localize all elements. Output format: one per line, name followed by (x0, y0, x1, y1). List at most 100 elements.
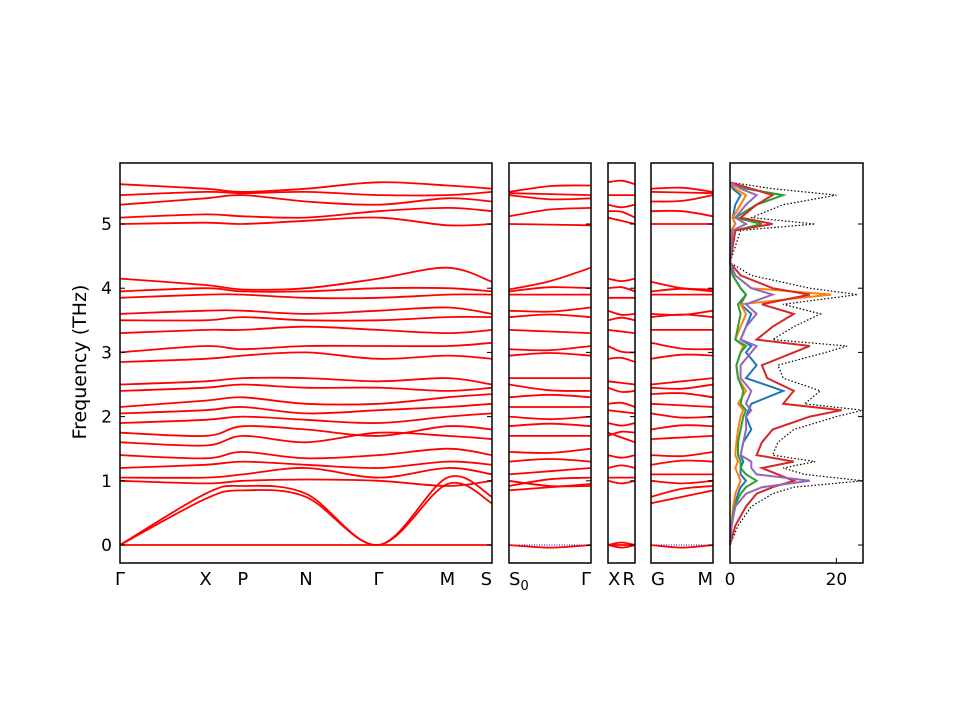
band-line (650, 435, 714, 440)
band-line (650, 186, 714, 193)
kpoint-label: X (199, 569, 211, 590)
y-axis-label: Frequency (THz) (69, 285, 91, 440)
dos-projected-line-0 (728, 181, 787, 546)
band-line (119, 341, 493, 354)
band-line (607, 203, 636, 209)
band-line (607, 345, 636, 354)
band-line (607, 179, 636, 186)
y-tick-label: 1 (101, 472, 112, 492)
band-line (508, 352, 592, 357)
band-line (650, 392, 714, 399)
band-line (119, 478, 493, 487)
band-line (607, 210, 636, 219)
band-line (119, 325, 493, 335)
kpoint-label: P (237, 569, 248, 590)
band-line (508, 544, 592, 549)
band-line (508, 286, 592, 293)
band-line (119, 190, 493, 197)
band-line (508, 393, 592, 399)
band-line (650, 309, 714, 316)
band-line (650, 544, 714, 549)
y-tick-label: 2 (101, 408, 112, 428)
band-line (607, 454, 636, 459)
band-line (607, 380, 636, 386)
y-tick-label: 4 (101, 279, 112, 299)
band-line (607, 329, 636, 334)
band-line (508, 223, 592, 227)
band-line (508, 415, 592, 421)
band-line (508, 184, 592, 193)
band-line (119, 266, 493, 291)
band-line (650, 377, 714, 386)
kpoint-label: Γ (581, 569, 591, 590)
dos-plot (728, 181, 864, 546)
band-line (508, 192, 592, 196)
band-line (607, 422, 636, 427)
kpoint-label: M (697, 569, 713, 590)
band-line (119, 306, 493, 315)
band-line (650, 209, 714, 218)
band-line (650, 485, 714, 498)
band-line (607, 479, 636, 485)
panel-frame-3 (650, 162, 714, 564)
band-line (119, 431, 493, 447)
panel-frame-4 (729, 162, 864, 564)
band-line (650, 459, 714, 466)
kpoint-label: X (608, 569, 620, 590)
band-line (119, 351, 493, 363)
kpoint-label: G (651, 569, 665, 590)
kpoint-label: S0 (509, 569, 529, 594)
kpoint-label: S (481, 569, 492, 590)
band-line (607, 401, 636, 408)
band-line (607, 316, 636, 322)
band-line (508, 329, 592, 334)
band-line (508, 467, 592, 476)
dos-projected-line-1 (728, 181, 832, 546)
band-line (508, 383, 592, 392)
band-line (119, 475, 493, 546)
band-line (650, 191, 714, 195)
band-line (119, 286, 493, 293)
band-line (508, 194, 592, 201)
band-line (119, 315, 493, 322)
kpoint-label: R (622, 569, 635, 590)
band-line (508, 313, 592, 318)
band-line (119, 206, 493, 219)
y-tick-label: 5 (101, 215, 112, 235)
band-line (650, 489, 714, 505)
band-line (650, 341, 714, 351)
band-line (119, 376, 493, 386)
y-tick-label: 3 (101, 343, 112, 363)
band-line (119, 181, 493, 193)
band-line (607, 286, 636, 293)
dos-projected-line-4 (728, 181, 810, 546)
band-line (508, 422, 592, 428)
band-line (650, 424, 714, 431)
band-line (119, 412, 493, 424)
band-line (607, 386, 636, 393)
panel-frame-0 (119, 162, 493, 564)
band-line (508, 476, 592, 487)
kpoint-label: M (440, 569, 456, 590)
dos-x-tick-label: 0 (725, 570, 736, 590)
band-line (607, 216, 636, 225)
band-line (508, 207, 592, 218)
band-line (607, 409, 636, 415)
panel-frame-1 (508, 162, 592, 564)
band-line (508, 447, 592, 454)
band-line (119, 402, 493, 415)
y-tick-label: 0 (101, 536, 112, 556)
band-line (119, 481, 493, 546)
band-line (119, 425, 493, 437)
band-line (508, 483, 592, 492)
band-line (119, 194, 493, 206)
band-line (508, 345, 592, 352)
band-line (119, 460, 493, 469)
band-line (119, 447, 493, 460)
band-line (650, 479, 714, 485)
panel-frames (119, 162, 864, 564)
band-line (508, 458, 592, 463)
band-line (607, 464, 636, 469)
